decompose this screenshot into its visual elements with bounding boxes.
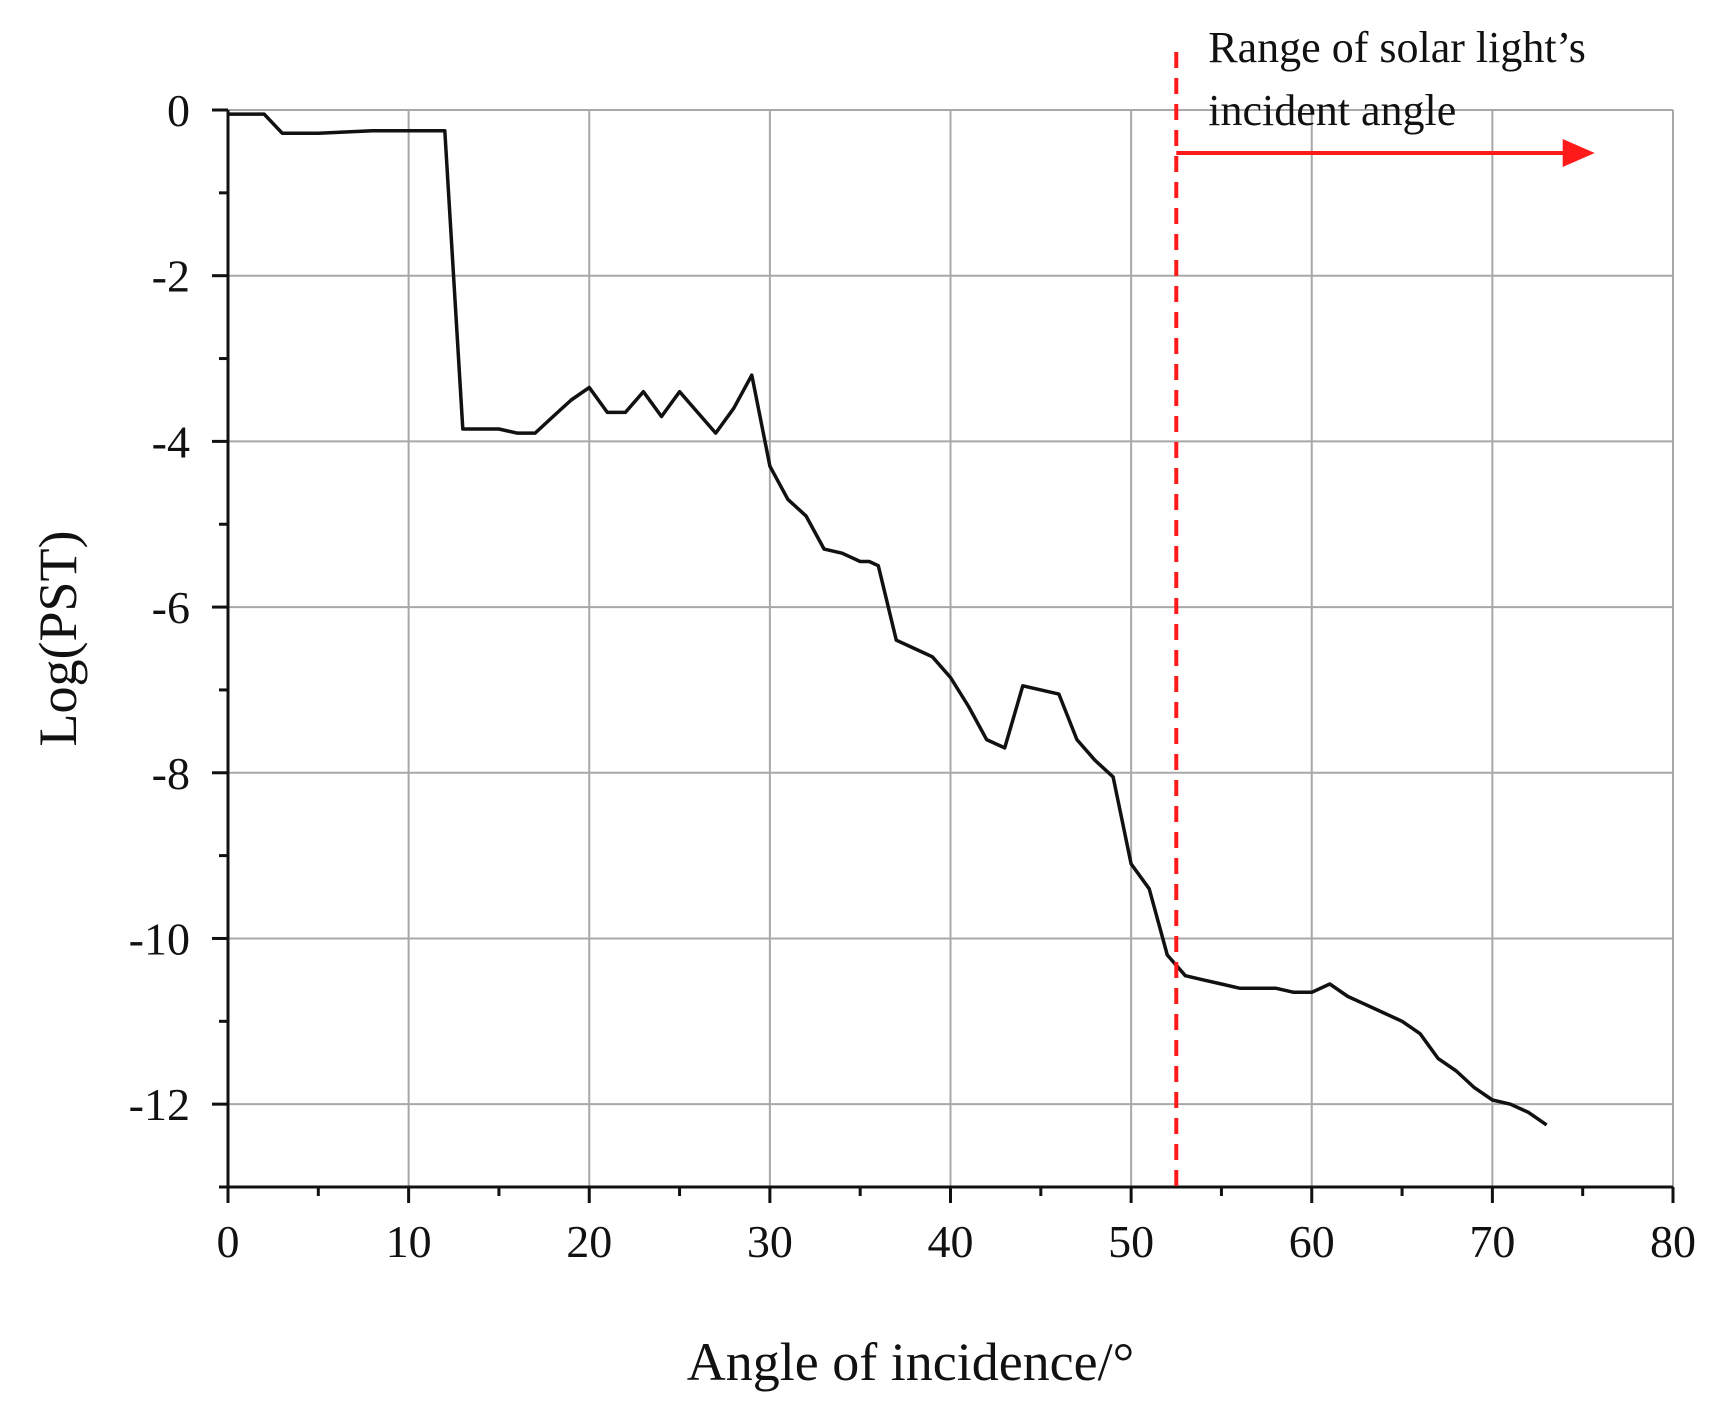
x-tick-label: 10 — [386, 1216, 432, 1267]
x-tick-label: 40 — [928, 1216, 974, 1267]
series-line — [228, 112, 1548, 1127]
y-tick-label: -12 — [129, 1079, 190, 1130]
x-tick-label: 30 — [747, 1216, 793, 1267]
x-tick-label: 70 — [1469, 1216, 1515, 1267]
grid — [228, 109, 1674, 1187]
y-tick-label: -10 — [129, 913, 190, 964]
y-tick-label: 0 — [167, 85, 190, 136]
x-tick-label: 0 — [217, 1216, 240, 1267]
y-tick-label: -2 — [152, 251, 190, 302]
x-axis-title: Angle of incidence/° — [687, 1332, 1134, 1392]
ticks — [212, 108, 1675, 1203]
x-tick-label: 20 — [566, 1216, 612, 1267]
y-axis-title: Log(PST) — [28, 531, 88, 747]
annotation: Range of solar light’s incident angle — [1174, 23, 1595, 1187]
range-arrow-head — [1562, 139, 1595, 167]
y-tick-label: -6 — [152, 582, 190, 633]
x-tick-label: 50 — [1108, 1216, 1154, 1267]
x-tick-label: 60 — [1289, 1216, 1335, 1267]
y-tick-label: -8 — [152, 748, 190, 799]
y-tick-label: -4 — [152, 416, 190, 467]
x-tick-label: 80 — [1650, 1216, 1696, 1267]
annotation-line-1: Range of solar light’s — [1208, 23, 1586, 72]
annotation-line-2: incident angle — [1208, 86, 1456, 135]
tick-labels: 0 10 20 30 40 50 60 70 80 0 -2 -4 -6 -8 -10 -12 — [129, 85, 1696, 1267]
